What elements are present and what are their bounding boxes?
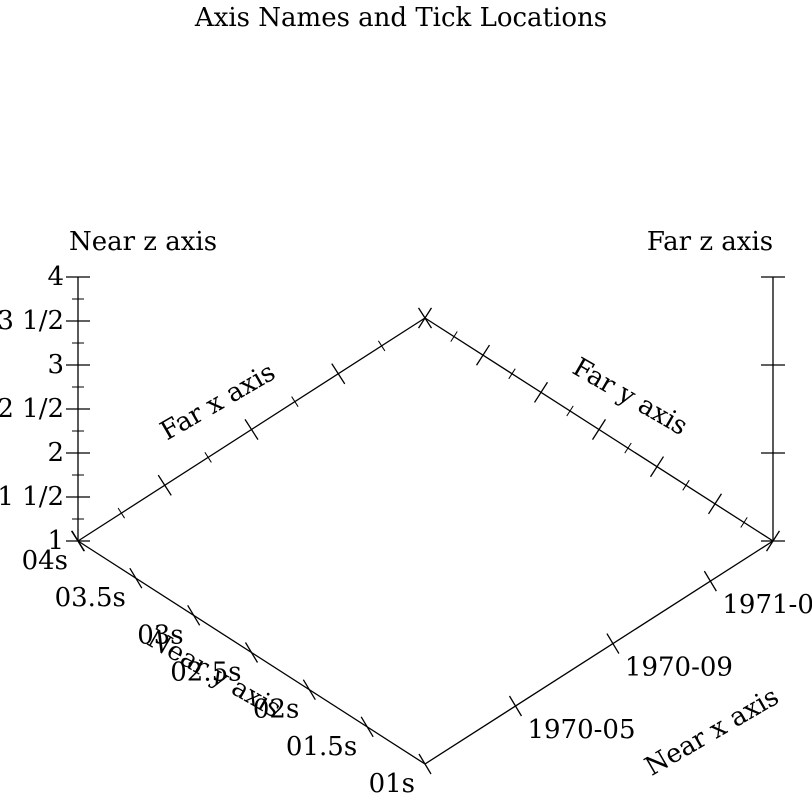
far-y-major-tick	[649, 456, 665, 478]
far-y-major-tick	[533, 381, 549, 403]
near-x-tick-label: 1970-05	[527, 715, 635, 745]
near-y-major-tick	[129, 567, 143, 589]
far-y-minor-tick	[450, 331, 458, 342]
tick-labels: 1 1 1/2 2 2 1/2 3 3 1/2 4 01s 01.5s 02s 02.5s 03s 03…	[0, 262, 812, 799]
near-y-major-tick	[360, 716, 374, 738]
near-y-tick-label: 02.5s	[170, 658, 241, 688]
near-x-major-tick	[508, 695, 523, 717]
z-tick-label: 2 1/2	[0, 394, 64, 424]
near-y-axis-label: Near y axis	[142, 624, 286, 725]
far-y-major-tick	[417, 307, 433, 329]
far-y-minor-tick	[682, 479, 690, 491]
far-x-major-tick	[157, 474, 172, 496]
far-y-minor-tick	[740, 517, 748, 528]
z-tick-label: 4	[47, 262, 64, 292]
near-y-major-tick	[187, 604, 201, 626]
far-x-minor-tick	[291, 396, 299, 407]
near-y-tick-label: 01.5s	[286, 732, 357, 762]
far-x-axis-label: Far x axis	[155, 357, 280, 447]
far-y-minor-tick	[566, 405, 574, 417]
axis-lines	[77, 277, 774, 765]
near-x-major-tick	[606, 633, 620, 654]
near-y-tick-label: 02s	[253, 695, 299, 725]
far-z-axis-label: Far z axis	[647, 227, 773, 257]
near-y-major-tick	[302, 679, 316, 701]
z-tick-label: 2	[47, 438, 64, 468]
near-x-axis-label: Near x axis	[640, 682, 784, 783]
near-x-major-tick	[703, 570, 717, 592]
chart-title: Axis Names and Tick Locations	[194, 3, 607, 33]
axis-ticks	[66, 276, 785, 775]
far-y-major-tick	[765, 530, 781, 552]
far-x-major-tick	[244, 419, 259, 440]
z-tick-label: 3 1/2	[0, 306, 64, 336]
near-z-axis-label: Near z axis	[69, 227, 217, 257]
near-y-major-tick	[71, 530, 85, 552]
near-x-axis-line	[424, 540, 774, 765]
far-y-axis-label: Far y axis	[567, 352, 692, 442]
far-y-major-tick	[591, 419, 607, 440]
z-tick-label: 1	[47, 526, 64, 556]
z-tick-label: 1 1/2	[0, 482, 64, 512]
near-x-tick-label: 1970-09	[625, 653, 733, 683]
near-y-tick-label: 03.5s	[55, 583, 126, 613]
near-x-tick-label: 1971-01	[722, 590, 812, 620]
z-tick-label: 3	[47, 350, 64, 380]
near-y-tick-label: 03s	[137, 620, 183, 650]
far-y-minor-tick	[508, 368, 516, 380]
far-x-major-tick	[331, 363, 346, 385]
near-y-tick-label: 01s	[369, 769, 415, 799]
far-x-minor-tick	[117, 507, 126, 519]
far-y-minor-tick	[624, 442, 632, 454]
far-y-major-tick	[707, 493, 723, 515]
near-y-major-tick	[418, 753, 432, 775]
near-y-major-tick	[244, 642, 259, 663]
far-x-minor-tick	[204, 452, 212, 463]
far-x-minor-tick	[377, 340, 386, 352]
far-y-major-tick	[475, 344, 491, 366]
near-y-tick-label: 04s	[22, 546, 68, 576]
